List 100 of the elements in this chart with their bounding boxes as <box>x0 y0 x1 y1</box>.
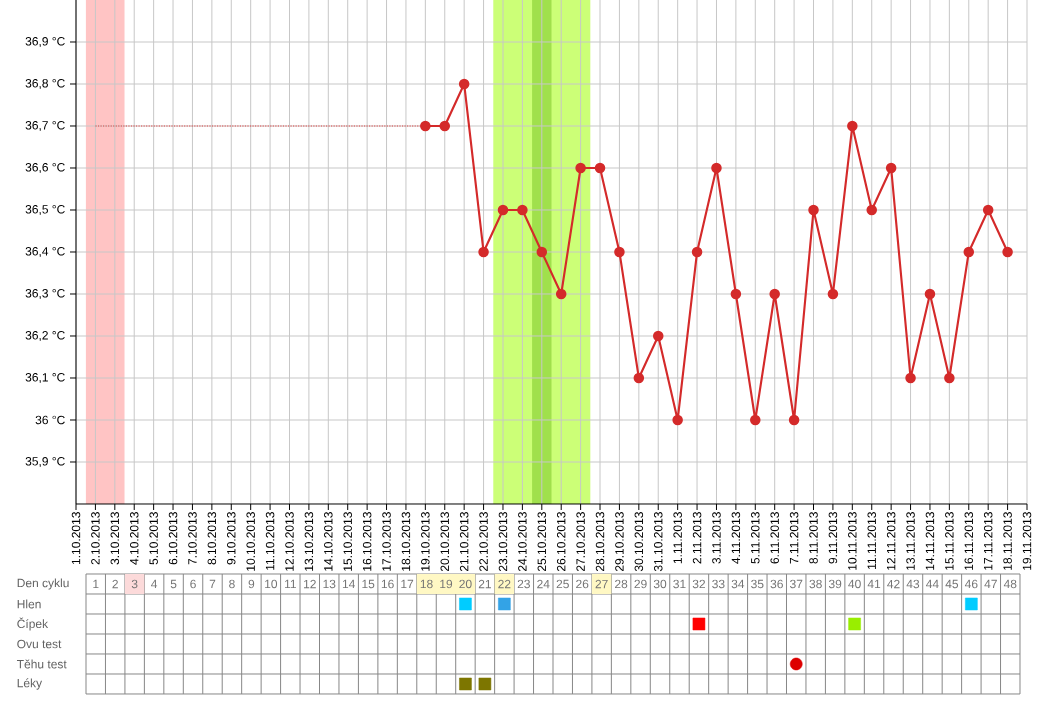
x-tick-label: 1 <box>93 579 99 589</box>
x-tick-label: 11.11.2013 <box>867 512 876 569</box>
point <box>478 246 489 258</box>
point <box>498 597 511 611</box>
x-tick-label: 30 <box>653 579 667 589</box>
x-tick-label: 13.10.2013 <box>304 512 314 571</box>
x-tick-label: 30.10.2013 <box>634 512 644 572</box>
point <box>769 288 780 300</box>
x-tick-label: 15 <box>362 579 375 589</box>
x-tick-label: 16.10.2013 <box>362 512 372 571</box>
x-tick-label: 34 <box>731 579 745 589</box>
x-tick-label: 27 <box>595 579 608 589</box>
point <box>439 120 451 132</box>
point <box>866 204 878 216</box>
x-tick-label: 38 <box>809 579 822 589</box>
x-tick-label: 28 <box>615 579 628 589</box>
x-tick-label: 7.10.2013 <box>188 512 197 565</box>
x-tick-label: 6.10.2013 <box>168 512 178 565</box>
point <box>536 246 548 258</box>
x-tick-label: 17.11.2013 <box>983 512 993 570</box>
x-tick-label: 13.11.2013 <box>906 512 915 570</box>
y-tick-label: 36,7 °C <box>25 121 65 131</box>
point <box>517 204 528 216</box>
point <box>808 204 819 216</box>
point <box>848 617 861 631</box>
x-tick-label: 16.11.2013 <box>964 512 974 570</box>
x-tick-label: 19 <box>440 579 453 589</box>
x-tick-label: 4.10.2013 <box>129 512 139 565</box>
y-tick-label: 36,4 °C <box>25 247 65 257</box>
x-tick-label: 5 <box>170 579 177 589</box>
point <box>614 246 625 258</box>
point <box>750 414 761 426</box>
x-tick-label: 37 <box>790 579 803 589</box>
point <box>692 617 706 631</box>
point <box>458 78 470 90</box>
x-tick-label: 35 <box>751 579 764 589</box>
x-tick-label: 48 <box>1003 579 1017 589</box>
x-tick-label: 9.11.2013 <box>828 512 838 564</box>
point <box>652 330 664 342</box>
x-tick-label: 47 <box>984 579 997 589</box>
x-tick-label: 4 <box>151 579 158 589</box>
y-tick-label: Čípek <box>17 617 49 631</box>
x-tick-label: 16 <box>381 579 394 589</box>
point <box>555 288 567 300</box>
x-tick-label: 24 <box>537 579 550 589</box>
point <box>789 657 803 671</box>
x-tick-label: 42 <box>887 579 900 589</box>
x-tick-label: 2.10.2013 <box>91 512 100 565</box>
x-tick-label: 15.10.2013 <box>343 512 352 571</box>
x-tick-label: 17.10.2013 <box>382 512 391 571</box>
x-tick-label: 4.11.2013 <box>731 512 741 564</box>
y-tick-label: Hlen <box>17 599 41 609</box>
y-tick-label: 36,6 °C <box>25 163 65 173</box>
x-tick-label: 26.10.2013 <box>556 512 566 572</box>
x-tick-label: 3 <box>131 579 138 589</box>
point <box>633 372 645 384</box>
y-tick-label: Léky <box>17 678 43 690</box>
x-tick-label: 8.10.2013 <box>207 512 217 565</box>
y-tick-label: Ovu test <box>17 639 62 649</box>
x-tick-label: 41 <box>867 579 881 589</box>
x-tick-label: 31 <box>673 579 686 589</box>
x-tick-label: 27.10.2013 <box>576 512 585 572</box>
x-tick-label: 19.11.2013 <box>1022 512 1032 570</box>
x-tick-label: 11 <box>285 579 296 589</box>
x-tick-label: 46 <box>964 579 978 589</box>
x-tick-label: 22.10.2013 <box>479 512 488 572</box>
point <box>924 288 936 300</box>
y-tick-label: Těhu test <box>16 659 67 669</box>
x-tick-label: 23.10.2013 <box>498 512 508 572</box>
point <box>711 162 722 174</box>
x-tick-label: 2 <box>112 579 118 589</box>
x-tick-label: 24.10.2013 <box>518 512 527 572</box>
x-tick-label: 5.10.2013 <box>149 512 158 565</box>
point <box>420 120 431 132</box>
x-tick-label: 11.10.2013 <box>265 512 275 570</box>
x-tick-label: 12.10.2013 <box>285 512 294 571</box>
x-tick-label: 8 <box>229 579 235 589</box>
x-tick-label: 29.10.2013 <box>615 512 624 572</box>
x-tick-label: 2.11.2013 <box>692 512 702 564</box>
y-tick-label: 36,2 °C <box>25 331 65 341</box>
x-tick-label: 9.10.2013 <box>227 512 236 565</box>
x-tick-label: 21.10.2013 <box>459 512 469 572</box>
point <box>672 414 683 426</box>
x-tick-label: 18.11.2013 <box>1003 512 1012 570</box>
x-tick-label: 20.10.2013 <box>440 512 450 572</box>
x-tick-label: 28.10.2013 <box>595 512 605 572</box>
x-tick-label: 31.10.2013 <box>653 512 663 572</box>
y-tick-label: 36,5 °C <box>25 205 65 215</box>
x-tick-label: 18 <box>420 579 433 589</box>
x-tick-label: 9 <box>248 579 255 589</box>
x-tick-label: 15.11.2013 <box>945 512 954 570</box>
x-tick-label: 3.10.2013 <box>110 512 120 565</box>
x-tick-label: 6 <box>190 579 196 589</box>
x-tick-label: 23 <box>517 579 530 589</box>
x-tick-label: 36 <box>770 579 783 589</box>
x-tick-label: 13 <box>323 579 336 589</box>
x-tick-label: 43 <box>906 579 920 589</box>
x-tick-label: 33 <box>712 579 725 589</box>
point <box>1002 246 1013 258</box>
x-tick-label: 25.10.2013 <box>537 512 547 572</box>
